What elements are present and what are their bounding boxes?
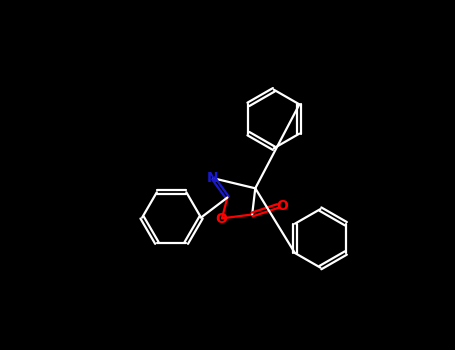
Text: O: O	[215, 212, 227, 226]
Text: N: N	[207, 171, 218, 185]
Text: O: O	[277, 199, 288, 213]
